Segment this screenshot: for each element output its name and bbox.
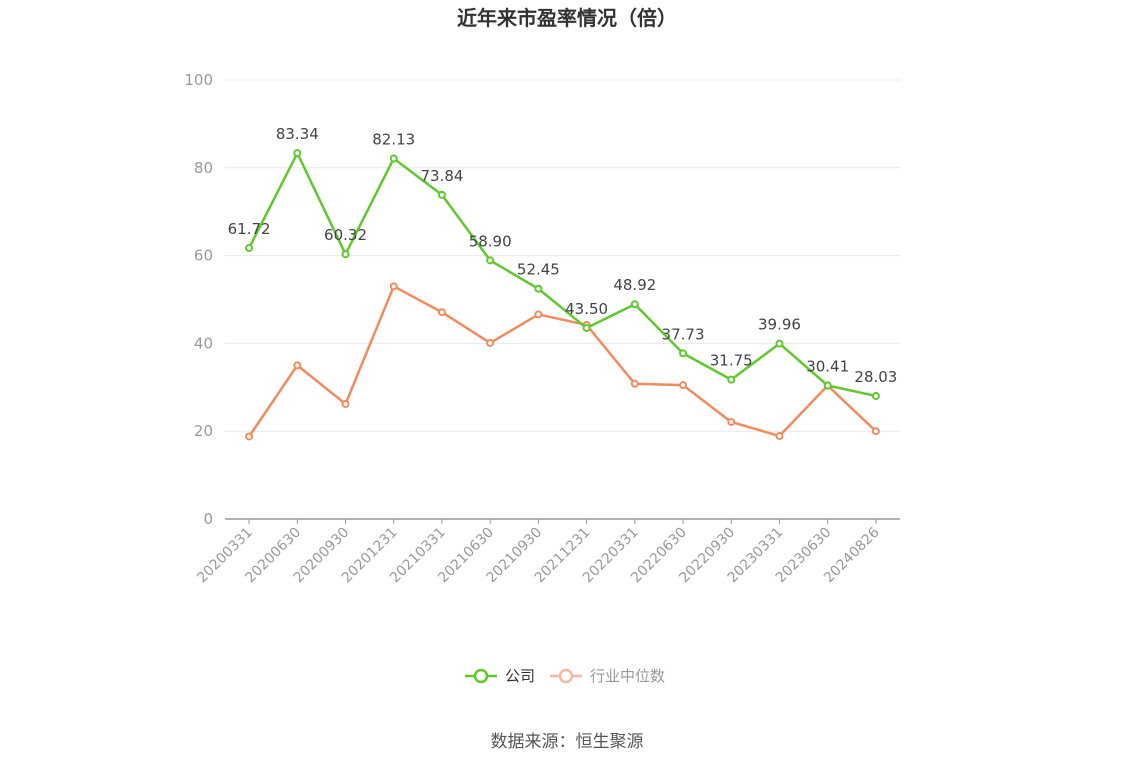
data-point-0[interactable] [775, 339, 784, 348]
data-point-0[interactable] [630, 300, 639, 309]
data-point-0[interactable] [727, 375, 736, 384]
y-axis: 0 20 40 60 80 100 [184, 71, 213, 528]
legend-marker [473, 668, 489, 684]
y-tick-label: 100 [184, 71, 213, 89]
legend-item-0[interactable]: 公司 [465, 667, 535, 685]
data-label: 48.92 [613, 276, 656, 294]
data-point-0[interactable] [437, 190, 446, 199]
y-tick-label: 80 [194, 159, 213, 177]
data-label: 37.73 [662, 325, 705, 343]
data-point-0[interactable] [679, 349, 688, 358]
data-point-0[interactable] [582, 324, 591, 333]
data-point-0[interactable] [389, 154, 398, 163]
data-point-0[interactable] [871, 391, 880, 400]
legend[interactable]: 公司 行业中位数 [465, 667, 665, 685]
data-point-1[interactable] [630, 379, 639, 388]
data-point-0[interactable] [534, 284, 543, 293]
y-tick-label: 60 [194, 247, 213, 265]
y-tick-label: 40 [194, 334, 213, 352]
legend-item-1[interactable]: 行业中位数 [550, 667, 665, 685]
chart-title: 近年来市盈率情况（倍） [457, 6, 677, 30]
data-point-1[interactable] [293, 361, 302, 370]
data-point-1[interactable] [341, 399, 350, 408]
series-line-0 [247, 151, 878, 398]
data-point-1[interactable] [389, 282, 398, 291]
x-axis: 2020033120200630202009302020123120210331… [194, 518, 900, 586]
data-label: 30.41 [806, 358, 849, 376]
data-label: 28.03 [854, 368, 897, 386]
grid [225, 79, 900, 432]
data-label: 43.50 [565, 300, 608, 318]
data-point-1[interactable] [871, 427, 880, 436]
data-label: 61.72 [228, 220, 271, 238]
series-layer [245, 149, 880, 441]
legend-marker [558, 668, 574, 684]
data-point-0[interactable] [486, 256, 495, 265]
data-label: 58.90 [469, 232, 512, 250]
y-tick-label: 20 [194, 422, 213, 440]
data-point-0[interactable] [245, 244, 254, 253]
data-point-1[interactable] [534, 310, 543, 319]
data-label: 31.75 [710, 352, 753, 370]
legend-label: 公司 [505, 667, 535, 685]
data-point-0[interactable] [293, 149, 302, 158]
y-tick-label: 0 [203, 510, 213, 528]
data-point-0[interactable] [341, 250, 350, 259]
data-label: 82.13 [372, 130, 415, 148]
data-label: 60.32 [324, 226, 367, 244]
legend-label: 行业中位数 [590, 667, 665, 685]
data-point-0[interactable] [823, 381, 832, 390]
data-label: 83.34 [276, 125, 319, 143]
data-point-1[interactable] [245, 432, 254, 441]
data-point-1[interactable] [727, 417, 736, 426]
data-point-1[interactable] [775, 432, 784, 441]
data-labels: 61.72 83.34 60.32 82.13 73.84 58.90 52.45 43.50… [228, 125, 898, 386]
data-label: 52.45 [517, 261, 560, 279]
data-label: 39.96 [758, 316, 801, 334]
data-source: 数据来源：恒生聚源 [491, 732, 644, 752]
data-point-1[interactable] [679, 381, 688, 390]
data-point-1[interactable] [437, 308, 446, 317]
series-line-1 [247, 285, 878, 438]
data-label: 73.84 [420, 167, 463, 185]
data-point-1[interactable] [486, 338, 495, 347]
